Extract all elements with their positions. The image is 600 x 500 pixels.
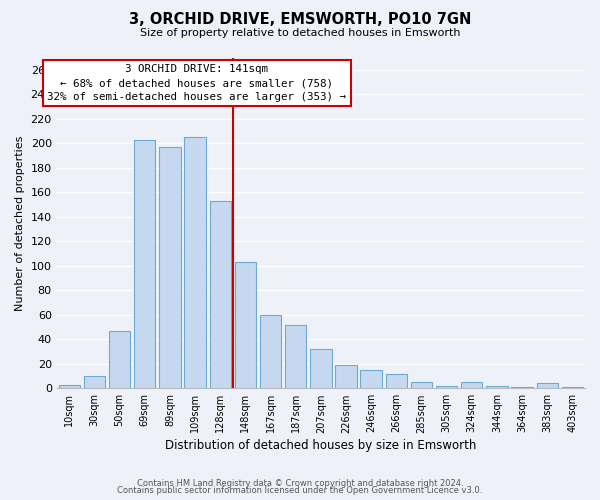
Text: Contains public sector information licensed under the Open Government Licence v3: Contains public sector information licen… [118,486,482,495]
Bar [260,315,281,388]
Bar [235,262,256,388]
Y-axis label: Number of detached properties: Number of detached properties [15,135,25,310]
Bar [511,387,533,388]
Bar [536,384,558,388]
Bar [184,137,206,388]
Bar [84,376,105,388]
Text: Size of property relative to detached houses in Emsworth: Size of property relative to detached ho… [140,28,460,38]
Bar [134,140,155,388]
Bar [486,386,508,388]
Bar [386,374,407,388]
Bar [209,201,231,388]
Text: 3, ORCHID DRIVE, EMSWORTH, PO10 7GN: 3, ORCHID DRIVE, EMSWORTH, PO10 7GN [129,12,471,28]
Bar [335,365,356,388]
X-axis label: Distribution of detached houses by size in Emsworth: Distribution of detached houses by size … [165,440,476,452]
Bar [285,324,307,388]
Bar [59,384,80,388]
Text: 3 ORCHID DRIVE: 141sqm
← 68% of detached houses are smaller (758)
32% of semi-de: 3 ORCHID DRIVE: 141sqm ← 68% of detached… [47,64,346,102]
Bar [411,382,432,388]
Bar [436,386,457,388]
Text: Contains HM Land Registry data © Crown copyright and database right 2024.: Contains HM Land Registry data © Crown c… [137,478,463,488]
Bar [461,382,482,388]
Bar [361,370,382,388]
Bar [562,387,583,388]
Bar [159,147,181,388]
Bar [109,330,130,388]
Bar [310,349,332,389]
